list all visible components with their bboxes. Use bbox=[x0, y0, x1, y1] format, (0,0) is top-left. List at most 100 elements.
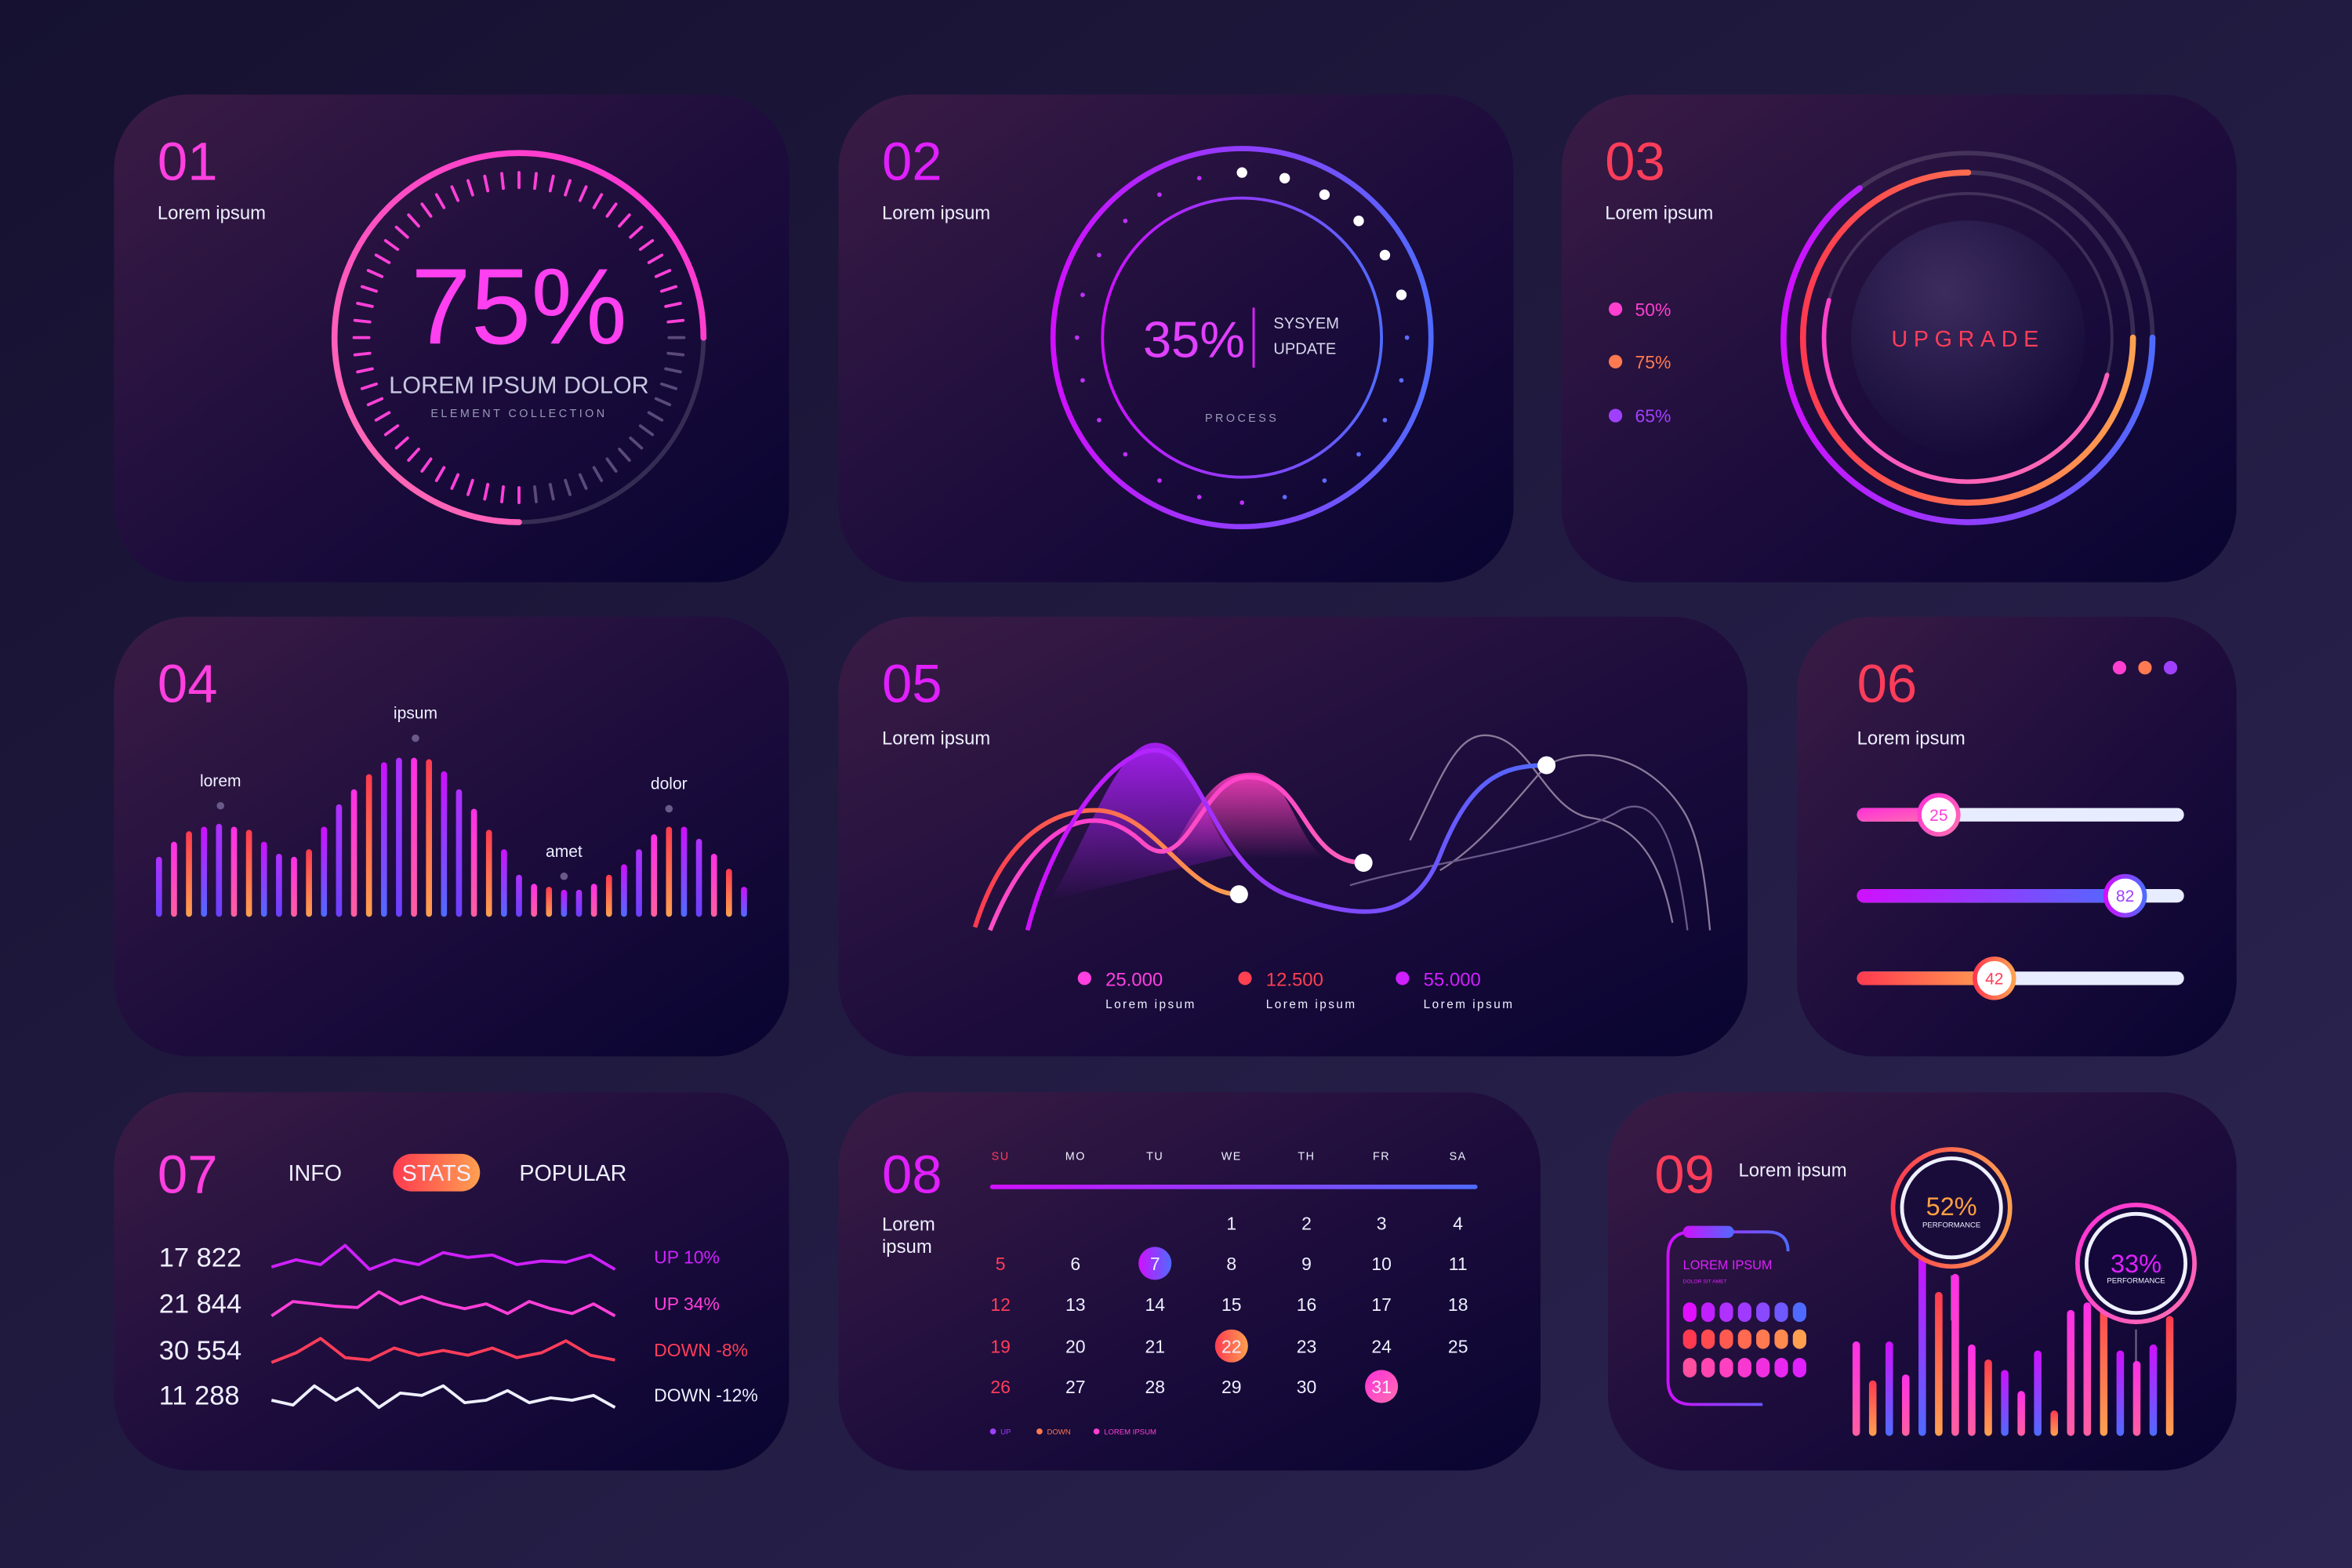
panel-number: 04 bbox=[158, 654, 218, 714]
tab-info[interactable]: INFO bbox=[289, 1161, 343, 1186]
outer-ring bbox=[1050, 146, 1434, 530]
gauge-tick bbox=[660, 285, 678, 293]
calendar-day[interactable]: 5 bbox=[996, 1254, 1006, 1274]
bar bbox=[230, 826, 238, 917]
calendar-day[interactable]: 4 bbox=[1453, 1213, 1463, 1233]
calendar-day[interactable]: 28 bbox=[1145, 1377, 1165, 1397]
calendar-day[interactable]: 25 bbox=[1448, 1336, 1468, 1356]
day-highlight-down[interactable] bbox=[1214, 1329, 1248, 1363]
stat-value: 30 554 bbox=[159, 1336, 241, 1366]
tab-stats[interactable]: STATS bbox=[402, 1161, 471, 1186]
wave-line-purple bbox=[1025, 748, 1547, 931]
gauge-tick bbox=[666, 351, 685, 357]
panel-number: 09 bbox=[1654, 1145, 1715, 1205]
tab-active-pill[interactable] bbox=[393, 1153, 481, 1192]
progress-dots bbox=[1074, 167, 1410, 506]
bar bbox=[546, 887, 553, 917]
gauge-tick bbox=[394, 225, 409, 239]
bar bbox=[350, 789, 358, 917]
calendar-day[interactable]: 8 bbox=[1226, 1254, 1236, 1274]
gauge-tick bbox=[434, 466, 446, 482]
upgrade-button-sphere[interactable] bbox=[1850, 220, 2085, 455]
gauge-tick bbox=[647, 253, 664, 264]
calendar-day[interactable]: 12 bbox=[990, 1294, 1011, 1315]
grid-cell bbox=[1792, 1358, 1806, 1377]
calendar-day[interactable]: 22 bbox=[1221, 1336, 1242, 1356]
calendar-day[interactable]: 6 bbox=[1070, 1254, 1080, 1274]
calendar-day[interactable]: 15 bbox=[1221, 1294, 1242, 1315]
calendar-day[interactable]: 7 bbox=[1150, 1254, 1160, 1274]
slider[interactable]: 82 bbox=[1857, 873, 2184, 918]
slider-handle[interactable] bbox=[2103, 873, 2147, 918]
slider-handle[interactable] bbox=[1973, 956, 2016, 1000]
slider-handle[interactable] bbox=[1917, 793, 1961, 837]
legend-value: 55.000 bbox=[1424, 969, 1481, 990]
weekday-label: TH bbox=[1298, 1150, 1315, 1163]
more-menu-dots-icon[interactable] bbox=[2112, 661, 2178, 675]
calendar-day[interactable]: 20 bbox=[1065, 1336, 1086, 1356]
wave-line-gray bbox=[1409, 734, 1674, 924]
calendar-day[interactable]: 13 bbox=[1065, 1294, 1086, 1315]
legend-label: Lorem ipsum bbox=[1105, 998, 1196, 1011]
grid-cell bbox=[1792, 1329, 1806, 1349]
data-point-marker[interactable] bbox=[1229, 885, 1248, 904]
calendar-day[interactable]: 17 bbox=[1371, 1294, 1392, 1315]
calendar-day[interactable]: 31 bbox=[1371, 1377, 1392, 1397]
calendar-day[interactable]: 10 bbox=[1371, 1254, 1392, 1274]
gauge-tick bbox=[500, 172, 505, 191]
panel-subtitle-line-1: Lorem bbox=[882, 1214, 935, 1235]
gauge-tick bbox=[578, 473, 588, 490]
gauge-tick bbox=[647, 411, 664, 422]
menu-dot[interactable] bbox=[2163, 661, 2178, 675]
menu-dot[interactable] bbox=[2138, 661, 2152, 675]
bar bbox=[380, 762, 387, 917]
calendar-day[interactable]: 19 bbox=[990, 1336, 1011, 1356]
calendar-day[interactable]: 21 bbox=[1145, 1336, 1165, 1356]
calendar-day[interactable]: 24 bbox=[1371, 1336, 1392, 1356]
grid-cell bbox=[1719, 1358, 1733, 1377]
gauge-tick bbox=[434, 193, 446, 209]
calendar-day[interactable]: 26 bbox=[990, 1377, 1011, 1397]
calendar-day[interactable]: 1 bbox=[1226, 1213, 1236, 1233]
panel-08-calendar: 08 Lorem ipsum SU MO TU WE TH FR SA1 2 3 45 6 7 8 9 10… bbox=[838, 1092, 1541, 1471]
calendar-day[interactable]: 14 bbox=[1145, 1294, 1165, 1315]
bar bbox=[561, 889, 568, 917]
gauge-outer-ring bbox=[1890, 1147, 2013, 1269]
calendar-day[interactable]: 27 bbox=[1065, 1377, 1086, 1397]
gauge-tick bbox=[564, 478, 572, 496]
gauge-percent: 33% bbox=[2111, 1250, 2161, 1278]
calendar-day[interactable]: 23 bbox=[1297, 1336, 1317, 1356]
calendar-day[interactable]: 3 bbox=[1377, 1213, 1387, 1233]
data-point-marker[interactable] bbox=[1537, 756, 1556, 775]
legend-value: 12.500 bbox=[1266, 969, 1323, 990]
gauge-tick bbox=[654, 397, 672, 407]
upgrade-button[interactable]: UPGRADE bbox=[1891, 327, 2044, 352]
day-highlight-lorem[interactable] bbox=[1365, 1370, 1399, 1403]
data-point-marker[interactable] bbox=[1354, 853, 1373, 872]
panel-subtitle-line-2: ipsum bbox=[882, 1236, 932, 1258]
calendar-day[interactable]: 29 bbox=[1221, 1377, 1242, 1397]
grid-cell bbox=[1719, 1329, 1733, 1349]
grid-cell bbox=[1682, 1302, 1697, 1323]
tab-popular[interactable]: POPULAR bbox=[519, 1161, 626, 1186]
calendar-day[interactable]: 9 bbox=[1301, 1254, 1312, 1274]
gauge-tick bbox=[420, 202, 433, 218]
menu-dot[interactable] bbox=[2112, 661, 2127, 675]
bar-labels: lorem ipsum amet dolor bbox=[200, 705, 688, 880]
calendar-day[interactable]: 30 bbox=[1297, 1377, 1317, 1397]
slider[interactable]: 25 bbox=[1857, 793, 2184, 837]
slider-value: 25 bbox=[1929, 807, 1947, 825]
calendar-day[interactable]: 11 bbox=[1449, 1254, 1468, 1274]
gauge-inner-ring bbox=[2084, 1211, 2188, 1316]
bar bbox=[470, 808, 477, 917]
calendar-day[interactable]: 2 bbox=[1301, 1213, 1312, 1233]
slider[interactable]: 42 bbox=[1857, 956, 2184, 1000]
calendar-day[interactable]: 16 bbox=[1297, 1294, 1317, 1315]
bar bbox=[2017, 1391, 2025, 1436]
legend-dot-icon bbox=[1036, 1428, 1043, 1435]
bar bbox=[2001, 1370, 2009, 1436]
day-highlight-up[interactable] bbox=[1138, 1247, 1172, 1280]
status-line-2: UPDATE bbox=[1273, 341, 1336, 358]
calendar-day[interactable]: 18 bbox=[1448, 1294, 1468, 1315]
bar bbox=[1918, 1253, 1926, 1436]
